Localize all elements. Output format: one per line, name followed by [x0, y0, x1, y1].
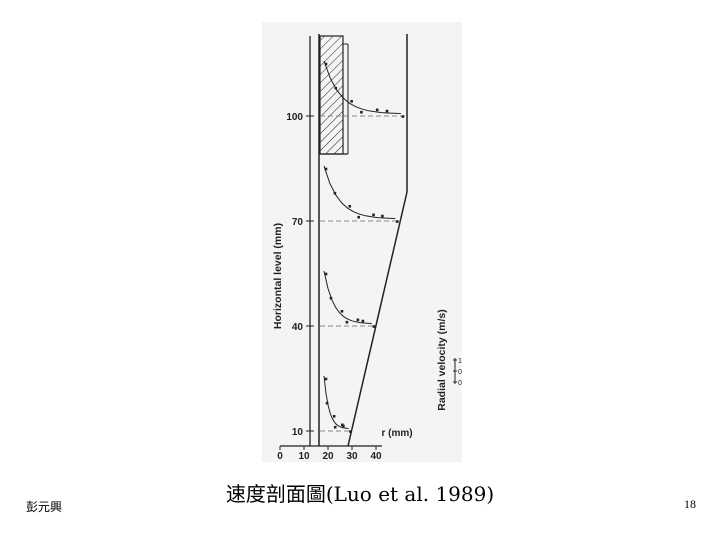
x-tick-label: 0 — [277, 451, 283, 462]
velocity-profile-chart: 104070100130160190220010203040r (mm)Hori… — [272, 34, 462, 462]
data-point — [332, 414, 336, 418]
data-point — [349, 430, 352, 433]
data-point — [329, 296, 333, 300]
velocity-profile-curve — [323, 375, 349, 430]
cone-wall-line — [347, 191, 408, 447]
data-point — [401, 115, 405, 118]
data-point — [381, 214, 384, 218]
data-point — [356, 318, 360, 322]
data-point — [395, 220, 399, 223]
y-tick-label: 100 — [286, 112, 303, 123]
data-point — [372, 213, 375, 217]
data-point — [333, 425, 337, 429]
x-tick-label: 30 — [346, 451, 358, 462]
y-axis-label: Horizontal level (mm) — [272, 223, 284, 329]
data-point — [348, 204, 352, 208]
x-tick-label: 10 — [298, 451, 310, 462]
data-point — [334, 86, 338, 90]
data-point — [361, 319, 365, 323]
data-point — [342, 424, 345, 428]
velocity-scale-label: 0 — [458, 380, 462, 387]
y-tick-label: 40 — [292, 322, 304, 333]
page-number: 18 — [684, 497, 696, 511]
velocity-scale-label: 1.0 — [458, 358, 462, 365]
velocity-scale-label: 0.5 — [458, 369, 462, 376]
data-point — [324, 377, 328, 381]
data-point — [340, 309, 344, 313]
data-point — [345, 320, 349, 324]
velocity-profile-figure: 104070100130160190220010203040r (mm)Hori… — [262, 22, 462, 462]
data-point — [372, 325, 376, 328]
data-point — [325, 401, 329, 405]
y-tick-label: 70 — [292, 217, 304, 228]
data-point — [324, 167, 328, 171]
velocity-profile-curve — [323, 165, 396, 220]
x-tick-label: 40 — [370, 451, 382, 462]
data-point — [324, 272, 328, 276]
data-point — [375, 108, 379, 112]
x-tick-label: 20 — [322, 451, 334, 462]
y-tick-label: 10 — [292, 427, 304, 438]
data-point — [350, 99, 353, 103]
data-point — [324, 62, 328, 66]
vortex-finder-tube — [319, 35, 344, 155]
x-axis-label: r (mm) — [381, 428, 412, 439]
velocity-profile-curve — [323, 60, 401, 115]
data-point — [357, 215, 360, 219]
data-point — [385, 109, 389, 113]
data-point — [333, 191, 337, 195]
data-point — [360, 110, 363, 114]
velocity-axis-label: Radial velocity (m/s) — [436, 309, 448, 411]
velocity-profile-curve — [323, 270, 372, 325]
figure-caption: 速度剖面圖(Luo et al. 1989) — [225, 482, 495, 506]
author-name: 彭元興 — [26, 500, 63, 514]
